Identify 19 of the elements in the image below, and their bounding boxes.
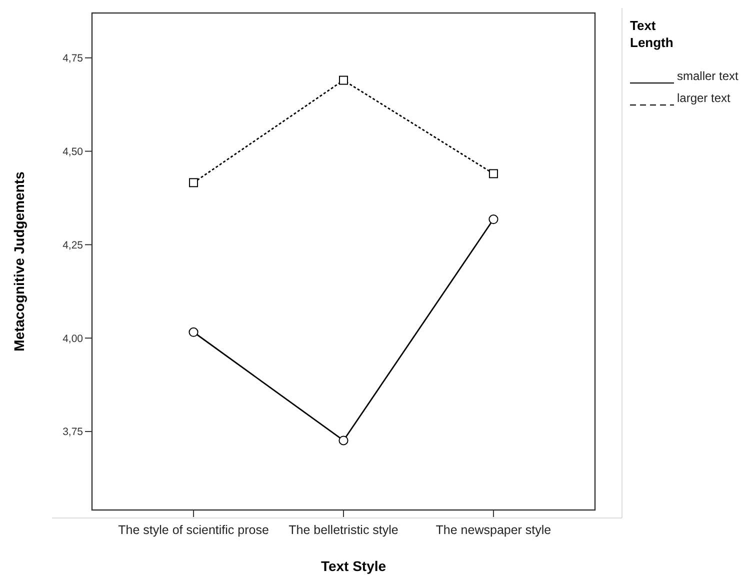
point xyxy=(189,178,198,188)
x-tick-label: The newspaper style xyxy=(436,523,552,537)
y-axis-title: Metacognitive Judgements xyxy=(11,171,27,352)
legend-label: larger text xyxy=(677,91,732,105)
x-axis-title: Text Style xyxy=(320,558,386,574)
legend-title: Text Length xyxy=(630,18,674,50)
point xyxy=(188,327,198,337)
y-tick-label: 4,00 xyxy=(62,332,84,345)
legend-label: smaller text xyxy=(677,69,740,83)
y-tick-label: 4,50 xyxy=(62,146,84,158)
x-tick-label: The style of scientific prose xyxy=(118,523,269,537)
y-tick-label: 4,25 xyxy=(62,239,84,252)
y-tick-label: 4,75 xyxy=(62,52,84,65)
point xyxy=(339,76,348,85)
point xyxy=(488,214,498,224)
y-tick-label: 3,75 xyxy=(62,426,84,438)
point xyxy=(338,436,348,446)
point xyxy=(488,169,498,178)
x-tick-label: The belletristic style xyxy=(288,523,398,537)
